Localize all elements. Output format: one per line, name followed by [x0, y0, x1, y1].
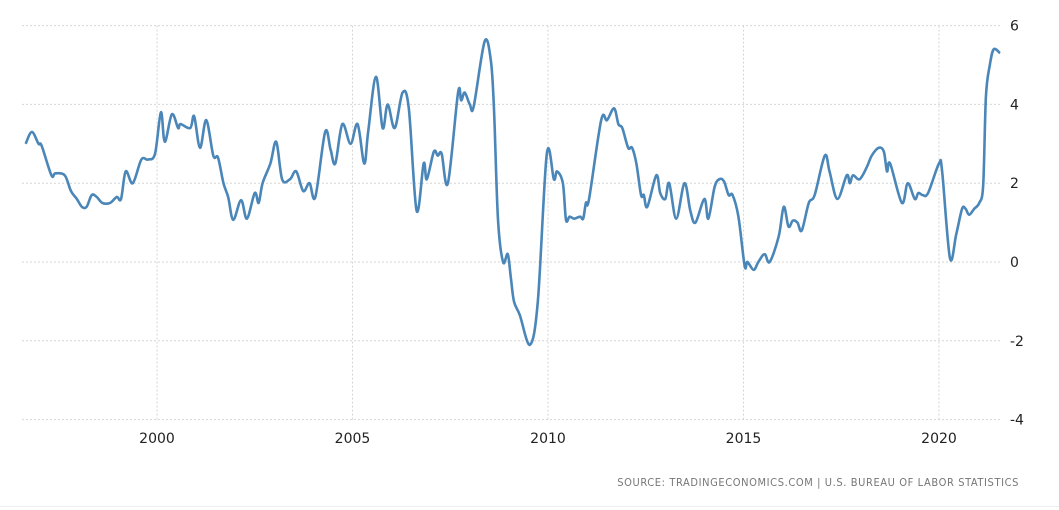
tick-labels: -4 -2 0 2 4 6 2000 2005 2010 2015 2020 — [139, 19, 1024, 447]
x-tick-label: 2005 — [335, 431, 371, 447]
x-tick-label: 2020 — [921, 431, 957, 447]
y-tick-label: -4 — [1010, 413, 1024, 429]
y-tick-label: 0 — [1010, 255, 1019, 271]
gridlines — [22, 25, 1000, 421]
source-note: SOURCE: TRADINGECONOMICS.COM | U.S. BURE… — [617, 476, 1019, 489]
series — [24, 38, 1001, 347]
y-tick-label: 6 — [1010, 19, 1019, 35]
line-chart: -4 -2 0 2 4 6 2000 2005 2010 2015 2020 — [22, 19, 1024, 447]
x-tick-label: 2015 — [726, 431, 762, 447]
y-tick-label: -2 — [1010, 334, 1024, 350]
inflation-line — [24, 38, 1001, 347]
divider — [0, 506, 1059, 507]
x-tick-label: 2000 — [139, 431, 175, 447]
y-tick-label: 4 — [1010, 97, 1019, 113]
x-tick-label: 2010 — [530, 431, 566, 447]
y-tick-label: 2 — [1010, 176, 1019, 192]
